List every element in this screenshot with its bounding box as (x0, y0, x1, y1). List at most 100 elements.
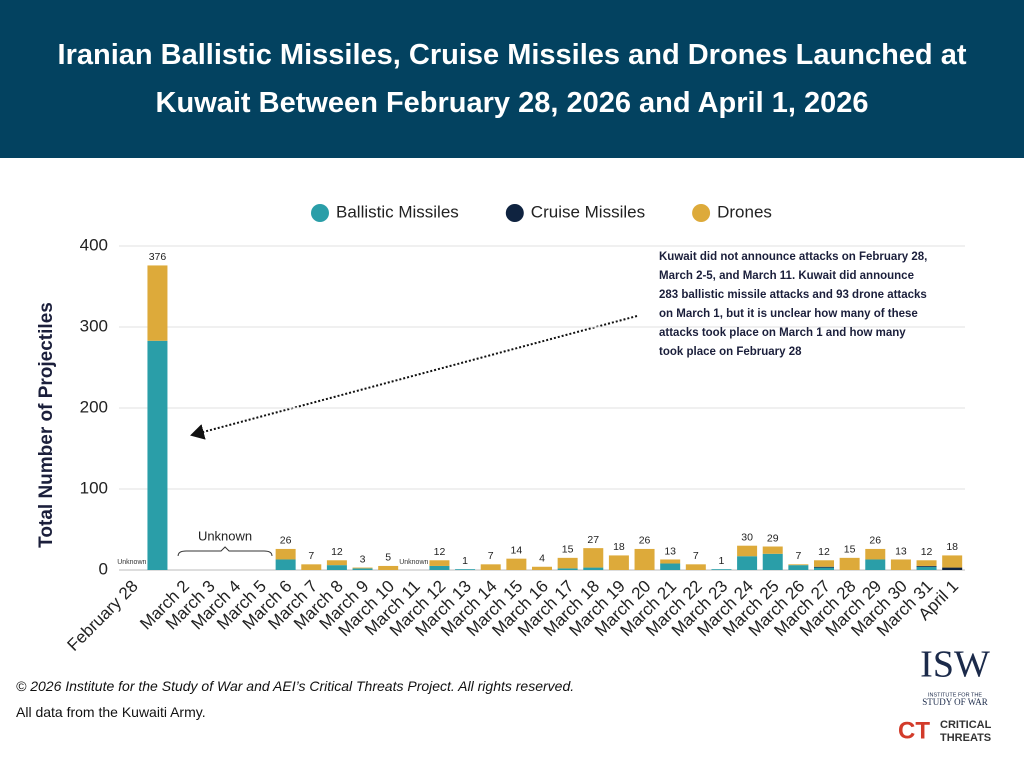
bar-segment (275, 548, 296, 560)
logo-subtext: CRITICAL (940, 719, 992, 731)
legend-swatch (692, 204, 711, 222)
logo-subtext: THREATS (940, 732, 991, 744)
legend-label: Drones (717, 202, 772, 221)
bar-segment (660, 559, 681, 564)
bar-segment (660, 563, 681, 570)
bar-segment (608, 555, 629, 570)
bar-segment (557, 557, 578, 569)
total-label: 12 (331, 546, 343, 558)
bar-segment (916, 560, 937, 566)
bar-segment (711, 569, 732, 570)
bar-segment (455, 569, 476, 570)
bar-segment (532, 566, 552, 570)
total-label: 18 (946, 541, 958, 553)
total-label: 7 (693, 550, 699, 562)
bar-segment (916, 565, 937, 567)
bar-segment (737, 545, 758, 557)
bar-segment (839, 557, 860, 570)
total-label: 30 (741, 531, 753, 543)
bar-segment (147, 265, 168, 341)
total-label: 3 (360, 553, 366, 565)
y-tick-label: 400 (80, 235, 108, 254)
unknown-label: Unknown (117, 559, 146, 566)
total-label: 15 (562, 544, 574, 556)
logo-text: CT (898, 717, 930, 744)
bar-segment (378, 565, 399, 570)
total-label: 12 (921, 546, 933, 558)
span-label: Unknown (198, 528, 252, 543)
bar-segment (634, 548, 655, 570)
bar-segment (275, 559, 296, 570)
bar-segment (326, 560, 347, 566)
annotation: Kuwait did not announce attacks on Febru… (659, 251, 928, 358)
header: Iranian Ballistic Missiles, Cruise Missi… (0, 0, 1024, 158)
legend-swatch (311, 204, 329, 222)
total-label: 14 (511, 544, 523, 556)
bar-segment (814, 560, 834, 567)
y-tick-label: 200 (80, 397, 108, 416)
y-axis-label: Total Number of Projectiles (36, 302, 57, 548)
x-tick-label: February 28 (64, 577, 142, 655)
total-label: 26 (869, 535, 881, 547)
bar-segment (326, 565, 347, 570)
y-tick-label: 0 (99, 559, 108, 578)
y-tick-label: 100 (80, 478, 108, 497)
total-label: 27 (587, 534, 599, 546)
bar-segment (788, 564, 809, 566)
bar-segment (814, 566, 834, 568)
bar-segment (301, 564, 322, 570)
bar-segment (429, 560, 450, 566)
bar-segment (865, 559, 886, 570)
logo-isw: ISW INSTITUTE FOR THE STUDY OF WAR (920, 644, 990, 707)
total-label: 26 (280, 535, 292, 547)
annotation-arrow (190, 315, 638, 440)
bar-segment (865, 548, 886, 560)
bar-segment (788, 565, 809, 570)
total-label: 7 (308, 550, 314, 562)
bar-segment (737, 556, 758, 570)
source: All data from the Kuwaiti Army. (16, 704, 206, 720)
bar-segment (890, 559, 911, 570)
logo-subtext: INSTITUTE FOR THE (928, 692, 982, 698)
bar-segment (685, 564, 706, 570)
legend-label: Ballistic Missiles (336, 202, 459, 221)
total-label: 5 (385, 552, 391, 564)
logo-subtext: STUDY OF WAR (922, 697, 988, 707)
bar-segment (557, 568, 578, 570)
total-label: 12 (818, 546, 830, 558)
total-label: 4 (539, 553, 545, 565)
total-label: 7 (795, 550, 801, 562)
bar-segment (942, 567, 963, 570)
total-label: 12 (434, 546, 446, 558)
bar-segment (814, 567, 834, 570)
total-label: 376 (149, 251, 167, 263)
bar-segment (429, 565, 450, 570)
chart-title: Iranian Ballistic Missiles, Cruise Missi… (57, 39, 967, 119)
legend-swatch (505, 204, 524, 222)
legend-label: Cruise Missiles (531, 202, 645, 221)
bar-segment (583, 548, 604, 568)
bar-segment (762, 546, 783, 554)
total-label: 18 (613, 541, 625, 553)
bar-segment (352, 568, 373, 570)
brace (177, 546, 273, 557)
bar-segment (480, 564, 501, 570)
bar-segment (147, 340, 168, 570)
bar-segment (762, 553, 783, 570)
total-label: 26 (639, 535, 651, 547)
total-label: 1 (462, 555, 468, 567)
unknown-label: Unknown (399, 559, 428, 566)
bar-segment (352, 567, 373, 569)
logo-ct: CT CRITICAL THREATS (898, 717, 992, 744)
total-label: 1 (719, 555, 725, 567)
total-label: 29 (767, 532, 779, 544)
y-tick-label: 300 (80, 316, 108, 335)
bar-segment (916, 566, 937, 570)
copyright: © 2026 Institute for the Study of War an… (16, 678, 575, 694)
total-label: 7 (488, 550, 494, 562)
total-label: 13 (895, 545, 907, 557)
bar-segment (506, 558, 527, 570)
bar-segment (942, 555, 963, 568)
